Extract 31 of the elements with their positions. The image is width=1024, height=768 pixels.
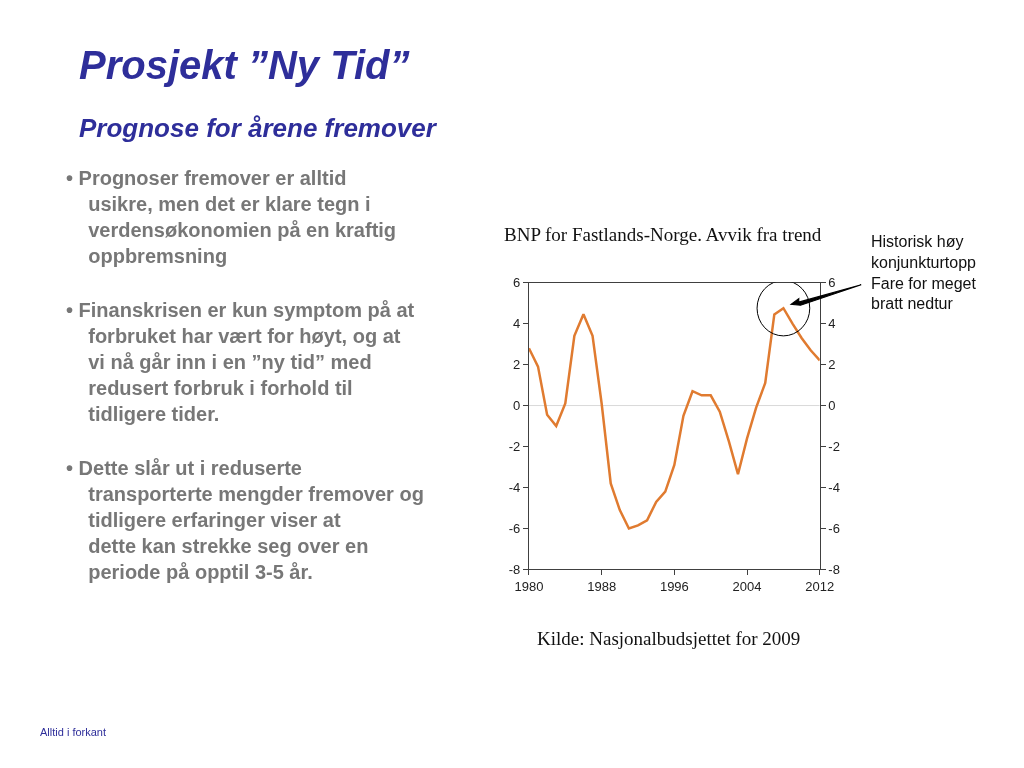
text: • Finanskrisen er kun symptom på at forbruket har vært for høyt, og at vi nå går inn i en ”ny tid” med redusert forbruk i forhold til tidligere tider. bbox=[66, 299, 415, 425]
x-tick-label: 1996 bbox=[659, 579, 689, 595]
y2-tick-label: -8 bbox=[828, 562, 840, 578]
text: Alltid i forkant bbox=[40, 726, 107, 738]
y2-tick-label: -4 bbox=[828, 480, 840, 496]
x-tick-label: 1980 bbox=[514, 579, 544, 595]
x-tick-label: 1988 bbox=[587, 579, 617, 595]
y-tick-label: 6 bbox=[513, 275, 521, 291]
line-series bbox=[528, 306, 820, 530]
y-tick-label: 4 bbox=[513, 316, 521, 332]
x-tick-label: 2012 bbox=[805, 579, 835, 595]
text: Kilde: Nasjonalbudsjettet for 2009 bbox=[537, 628, 801, 649]
y-tick-label: -2 bbox=[508, 439, 521, 455]
y2-tick-label: 4 bbox=[828, 316, 836, 332]
y2-tick-label: 0 bbox=[828, 398, 836, 414]
chart-title: Prosjekt ”Ny Tid” bbox=[79, 43, 410, 87]
text: • Prognoser fremover er alltid usikre, men det er klare tegn i verdensøkonomien på en kraftig oppbremsning bbox=[66, 167, 397, 267]
text: Prognose for årene fremover bbox=[79, 113, 438, 143]
annotation: Historisk høy konjunkturtopp Fare for meget bratt nedtur bbox=[871, 233, 977, 313]
y2-tick-label: -6 bbox=[828, 521, 840, 537]
x-tick-label: 2004 bbox=[732, 579, 762, 595]
y2-tick-label: -2 bbox=[828, 439, 840, 455]
y2-tick-label: 6 bbox=[828, 275, 836, 291]
y-tick-label: 0 bbox=[513, 398, 521, 414]
y-tick-label: -8 bbox=[508, 562, 521, 578]
text: BNP for Fastlands-Norge. Avvik fra trend bbox=[504, 224, 822, 245]
y2-tick-label: 2 bbox=[828, 357, 836, 373]
text: • Dette slår ut i reduserte transporterte mengder fremover og tidligere erfaringer viser at dette kan strekke seg over en periode på opptil 3-5 år. bbox=[66, 457, 424, 583]
y-tick-label: 2 bbox=[513, 357, 521, 373]
y-tick-label: -6 bbox=[508, 521, 521, 537]
y-tick-label: -4 bbox=[508, 480, 521, 496]
